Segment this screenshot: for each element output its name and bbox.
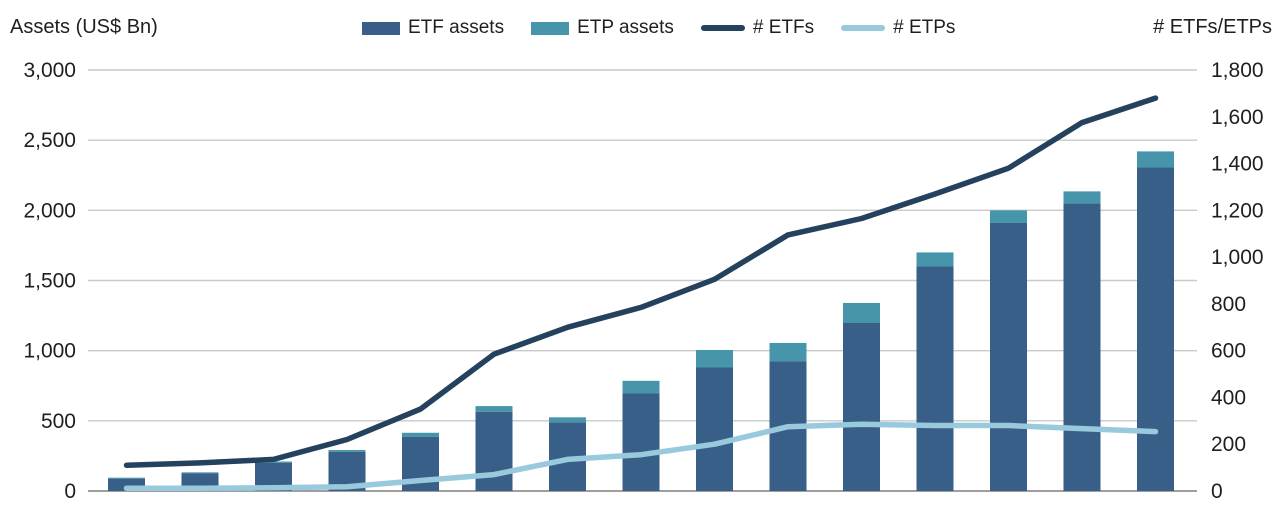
line-swatch-icon [841, 25, 886, 31]
legend-item-etp-assets: ETP assets [531, 17, 674, 39]
bar-etf-assets [475, 411, 513, 491]
legend-item-label: ETP assets [577, 17, 674, 38]
right-axis-tick-label: 600 [1211, 340, 1246, 363]
right-axis-tick-label: 1,800 [1211, 59, 1264, 82]
right-axis-tick-label: 200 [1211, 433, 1246, 456]
bar-etf-assets [990, 222, 1027, 492]
right-axis-tick-label: 1,600 [1211, 106, 1264, 129]
bar-etp-assets [1137, 151, 1174, 168]
right-axis-tick-label: 1,200 [1211, 199, 1264, 222]
left-axis-title: Assets (US$ Bn) [10, 16, 158, 38]
bar-etp-assets [255, 461, 292, 463]
left-axis-tick-label: 1,000 [23, 340, 76, 363]
bar-etp-assets [328, 450, 366, 452]
bar-etf-assets [843, 322, 880, 491]
bar-etp-assets [181, 472, 219, 474]
legend-item--etps: # ETPs [841, 17, 955, 39]
left-axis-tick-label: 2,500 [23, 129, 76, 152]
bar-etf-assets [696, 367, 733, 491]
legend-item-label: # ETFs [752, 17, 815, 38]
legend-item-label: # ETPs [893, 17, 956, 38]
bar-etp-assets [1063, 191, 1101, 204]
right-axis-tick-label: 1,000 [1211, 246, 1264, 269]
right-axis-title: # ETFs/ETPs [1153, 16, 1272, 38]
left-axis-tick-label: 3,000 [23, 59, 76, 82]
legend-item--etfs: # ETFs [700, 17, 815, 39]
right-axis-tick-label: 400 [1211, 386, 1246, 409]
bar-etp-assets [843, 302, 880, 323]
legend: ETF assets ETP assets # ETFs # ETPs [362, 17, 955, 39]
left-axis-tick-label: 500 [41, 410, 76, 433]
bar-etp-assets [402, 432, 439, 437]
bar-etp-assets [696, 349, 733, 368]
left-axis-tick-label: 1,500 [23, 270, 76, 293]
bar-etp-assets [108, 477, 145, 479]
line-num-etps [123, 421, 1159, 491]
bar-etp-assets [769, 342, 807, 362]
bar-etp-assets [916, 252, 954, 267]
bar-etp-assets [990, 210, 1027, 223]
legend-item-label: ETF assets [408, 17, 505, 38]
legend-item-etf-assets: ETF assets [362, 17, 504, 39]
line-num-etfs [123, 95, 1159, 469]
bar-etp-assets [475, 406, 513, 412]
right-axis-tick-label: 1,400 [1211, 153, 1264, 176]
bar-etp-assets [622, 380, 660, 394]
left-axis-tick-label: 2,000 [23, 199, 76, 222]
bar-swatch-icon [362, 21, 400, 35]
bar-etf-assets [1137, 167, 1174, 491]
line-swatch-icon [700, 25, 745, 31]
bar-swatch-icon [531, 21, 570, 35]
bar-etp-assets [549, 417, 586, 423]
bar-etf-assets [1063, 203, 1101, 492]
right-axis-tick-label: 800 [1211, 293, 1246, 316]
left-axis-tick-label: 0 [64, 480, 76, 503]
bar-etf-assets [916, 266, 954, 491]
bar-etf-assets [622, 393, 660, 491]
right-axis-tick-label: 0 [1211, 480, 1223, 503]
